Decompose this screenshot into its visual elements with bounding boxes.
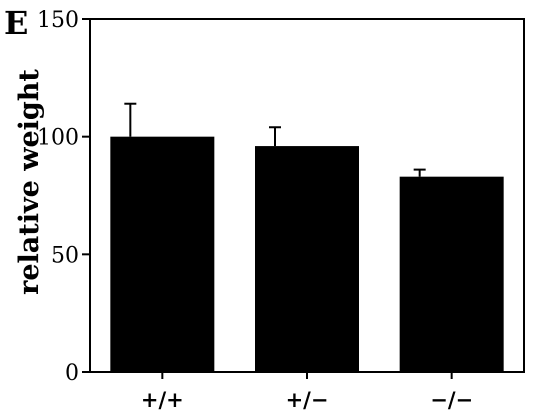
bar-series bbox=[110, 102, 504, 372]
category-label: +/+ bbox=[141, 387, 184, 412]
y-tick-label: 0 bbox=[65, 361, 79, 386]
panel-label: E bbox=[4, 4, 28, 42]
bar bbox=[110, 136, 215, 372]
x-axis: +/+ +/− −/− bbox=[141, 372, 473, 412]
bar bbox=[255, 146, 359, 372]
bar bbox=[399, 176, 504, 372]
category-label: +/− bbox=[286, 387, 329, 412]
y-tick-label: 100 bbox=[37, 126, 79, 151]
y-axis-title: relative weight bbox=[14, 69, 45, 295]
y-tick-label: 50 bbox=[51, 243, 79, 268]
y-axis: 0 50 100 150 bbox=[37, 8, 90, 386]
category-label: −/− bbox=[430, 387, 473, 412]
y-tick-label: 150 bbox=[37, 8, 79, 33]
